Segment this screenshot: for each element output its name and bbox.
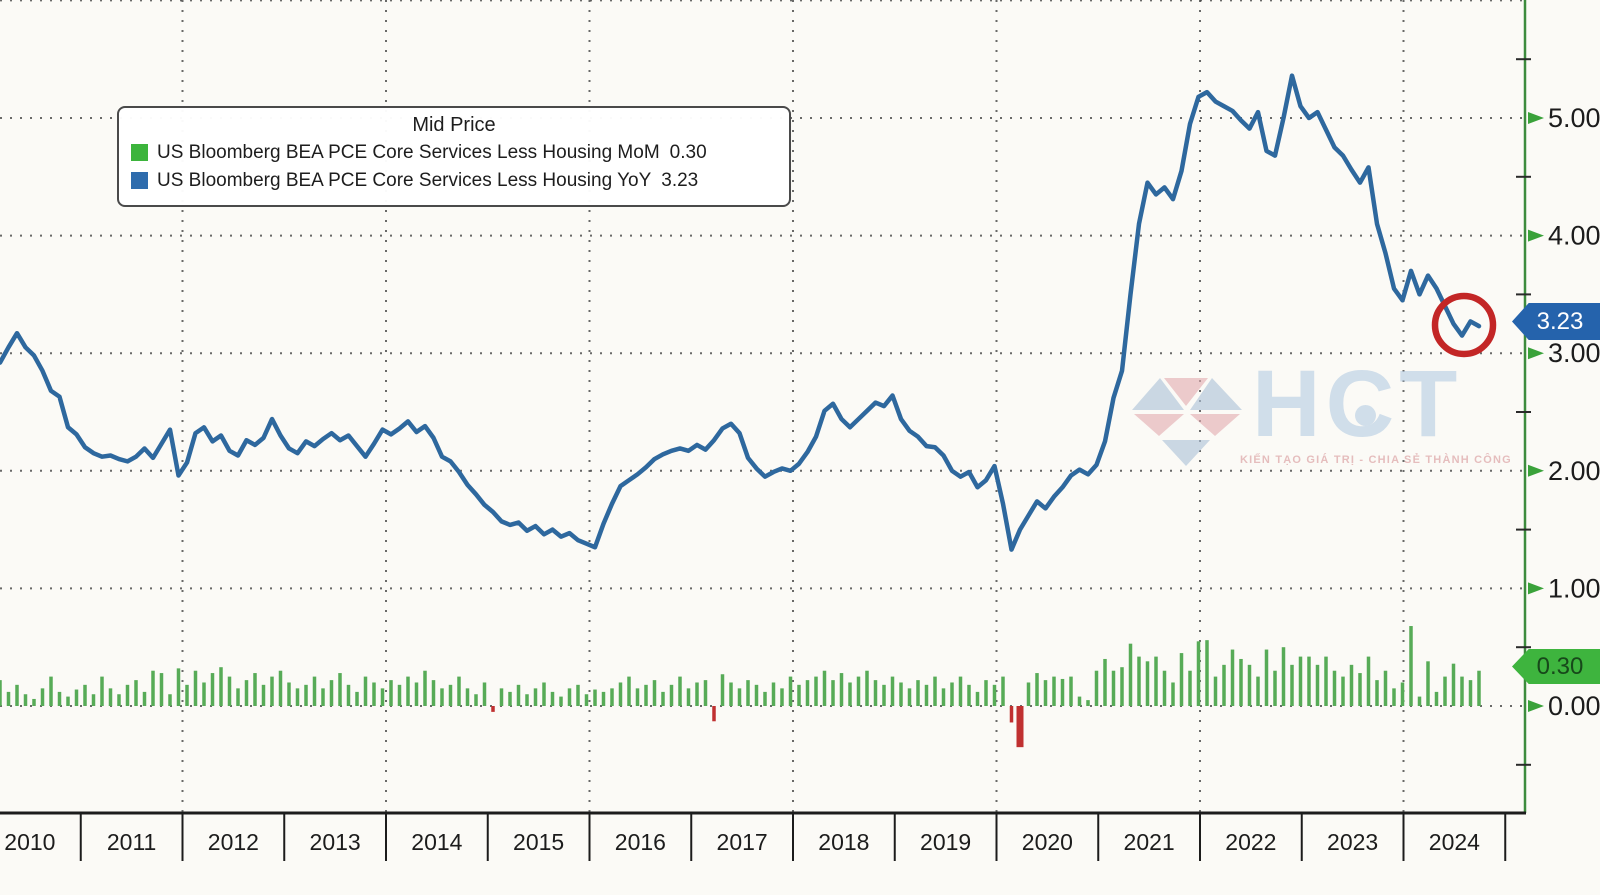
yoy-color-swatch bbox=[131, 172, 148, 189]
legend-value-mom: 0.30 bbox=[669, 142, 707, 163]
legend-label-mom: US Bloomberg BEA PCE Core Services Less … bbox=[157, 142, 660, 163]
svg-text:2019: 2019 bbox=[920, 829, 971, 855]
svg-text:2018: 2018 bbox=[818, 829, 869, 855]
mom-last-value-badge: 0.30 bbox=[1512, 649, 1600, 684]
svg-text:5.00: 5.00 bbox=[1548, 103, 1600, 133]
svg-text:1.00: 1.00 bbox=[1548, 573, 1600, 603]
legend: Mid Price US Bloomberg BEA PCE Core Serv… bbox=[117, 106, 791, 207]
svg-text:2015: 2015 bbox=[513, 829, 564, 855]
svg-text:2012: 2012 bbox=[208, 829, 259, 855]
svg-text:0.00: 0.00 bbox=[1548, 691, 1600, 721]
svg-text:2024: 2024 bbox=[1429, 829, 1480, 855]
svg-text:3.00: 3.00 bbox=[1548, 338, 1600, 368]
svg-text:2021: 2021 bbox=[1124, 829, 1175, 855]
svg-text:2013: 2013 bbox=[310, 829, 361, 855]
legend-title: Mid Price bbox=[412, 114, 496, 136]
yoy-last-value-badge: 3.23 bbox=[1512, 303, 1600, 340]
svg-text:2017: 2017 bbox=[717, 829, 768, 855]
legend-label-yoy: US Bloomberg BEA PCE Core Services Less … bbox=[157, 170, 652, 191]
svg-text:2023: 2023 bbox=[1327, 829, 1378, 855]
legend-row-yoy: US Bloomberg BEA PCE Core Services Less … bbox=[131, 168, 789, 193]
svg-text:2016: 2016 bbox=[615, 829, 666, 855]
svg-text:2011: 2011 bbox=[107, 829, 156, 855]
legend-value-yoy: 3.23 bbox=[661, 170, 699, 191]
svg-text:2.00: 2.00 bbox=[1548, 456, 1600, 486]
svg-text:2020: 2020 bbox=[1022, 829, 1073, 855]
svg-text:2010: 2010 bbox=[4, 829, 55, 855]
svg-text:2014: 2014 bbox=[411, 829, 462, 855]
mom-color-swatch bbox=[131, 144, 148, 161]
legend-row-mom: US Bloomberg BEA PCE Core Services Less … bbox=[131, 140, 789, 165]
svg-text:4.00: 4.00 bbox=[1548, 221, 1600, 251]
svg-text:2022: 2022 bbox=[1225, 829, 1276, 855]
